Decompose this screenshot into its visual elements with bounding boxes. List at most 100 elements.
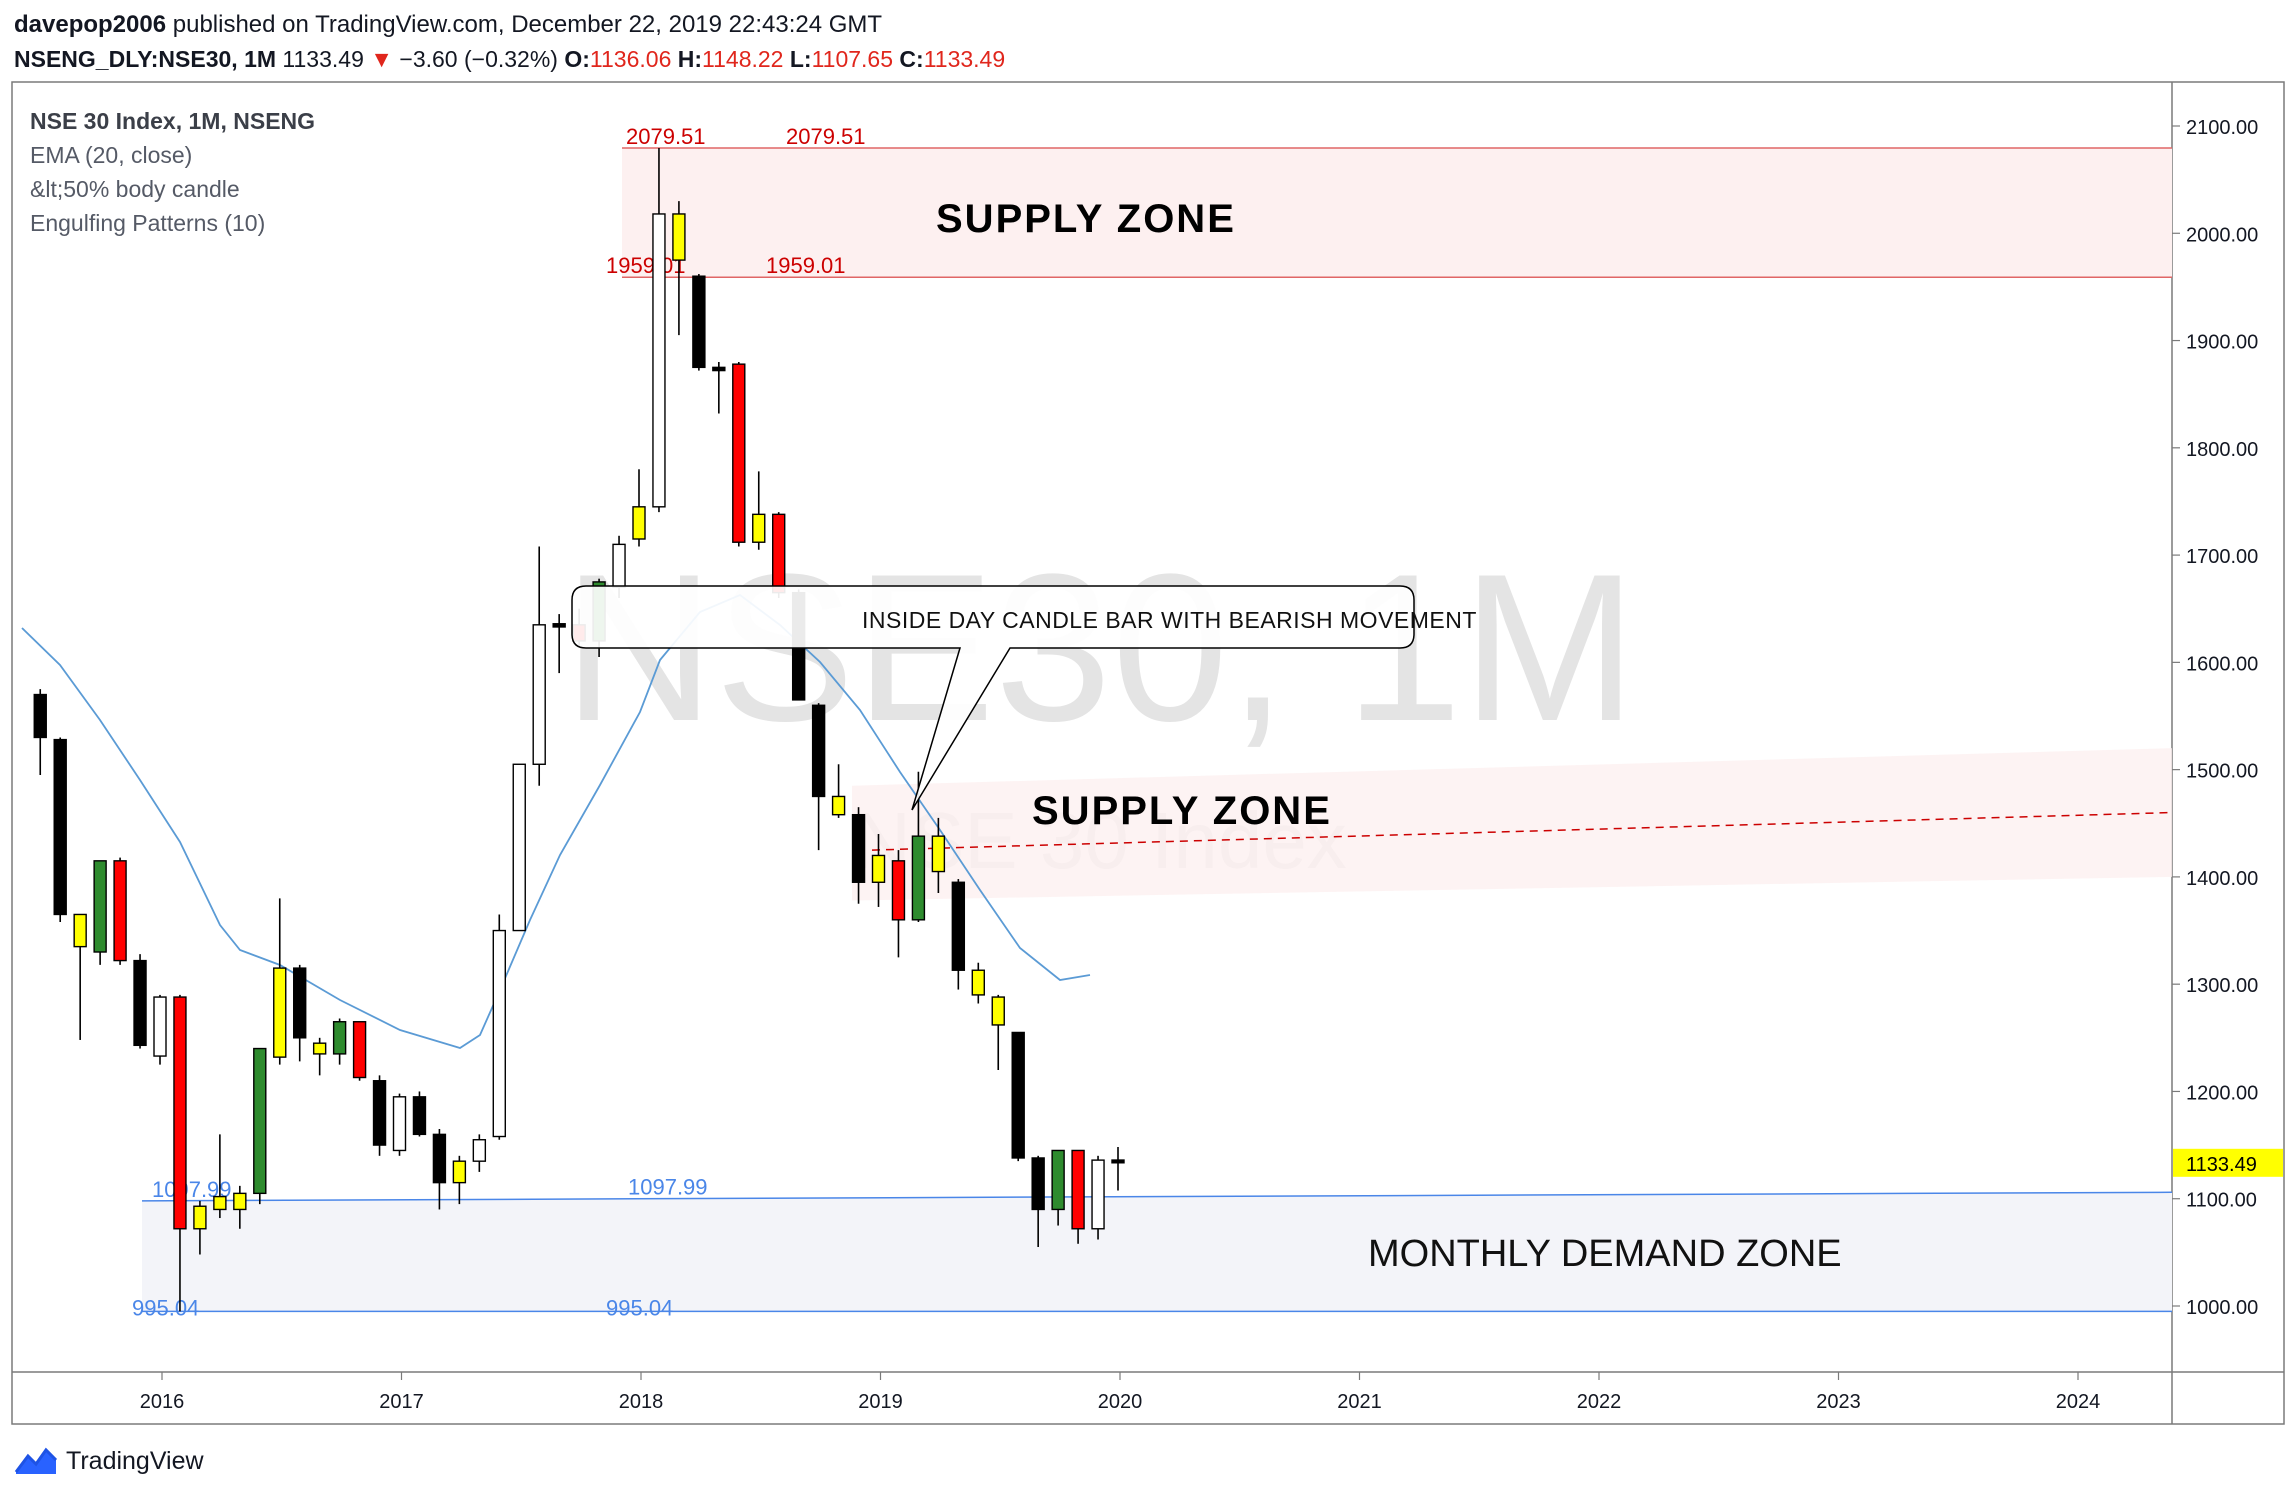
indicator-legend: NSE 30 Index, 1M, NSENG EMA (20, close) … (30, 104, 315, 240)
y-tick-label: 1800.00 (2186, 439, 2258, 461)
low-label: L: (789, 46, 812, 72)
high-value: 1148.22 (702, 46, 784, 72)
candle-body (831, 795, 846, 816)
x-tick-label: 2023 (1816, 1391, 1861, 1413)
supply-zone-lower-midline (871, 811, 2173, 851)
candle-body (752, 513, 766, 543)
candle-body (732, 363, 746, 543)
candle-body (273, 967, 287, 1058)
legend-item-ema[interactable]: EMA (20, close) (30, 142, 193, 168)
demand-zone-label: MONTHLY DEMAND ZONE (1368, 1233, 1842, 1275)
x-tick-label: 2020 (1098, 1391, 1143, 1413)
supply-zone-lower (852, 748, 2172, 901)
supply-high-label-left: 2079.51 (626, 124, 706, 149)
candle-body (492, 929, 506, 1138)
legend-title[interactable]: NSE 30 Index, 1M, NSENG (30, 108, 316, 134)
demand-zone-high-line (141, 1191, 2173, 1202)
low-value: 1107.65 (811, 46, 894, 72)
last-price-tag (2173, 1148, 2283, 1177)
candle-body (1011, 1031, 1025, 1159)
chart-header: davepop2006 published on TradingView.com… (14, 8, 1005, 76)
y-tick-label: 1900.00 (2186, 332, 2258, 354)
candle-body (1111, 1159, 1125, 1164)
y-tick-label: 1700.00 (2186, 546, 2258, 568)
candle-body (612, 543, 626, 588)
y-tick-label: 2000.00 (2186, 224, 2258, 246)
open-value: 1136.06 (589, 46, 672, 72)
candle-body (1051, 1149, 1065, 1211)
candle-body (193, 1205, 207, 1230)
y-tick-label: 1100.00 (2186, 1190, 2257, 1212)
x-tick-label: 2019 (858, 1391, 903, 1413)
candle-body (372, 1080, 387, 1146)
candle-body (1031, 1157, 1045, 1211)
candle-body (93, 860, 107, 953)
candle-body (173, 996, 187, 1230)
candle-body (712, 366, 726, 372)
candle-body (971, 969, 985, 996)
candle-body (452, 1160, 467, 1184)
y-tick-label: 1300.00 (2186, 975, 2258, 997)
close-value: 1133.49 (923, 46, 1006, 72)
y-tick-label: 1400.00 (2186, 868, 2258, 890)
x-tick-label: 2024 (2056, 1391, 2101, 1413)
candle-body (332, 1021, 347, 1055)
author-name[interactable]: davepop2006 (14, 11, 167, 38)
last-price-tag-label: 1133.49 (2186, 1154, 2257, 1176)
candle-body (871, 854, 886, 883)
y-tick-label: 1600.00 (2186, 653, 2258, 675)
candle-body (293, 967, 307, 1039)
ohlc-line: NSENG_DLY:NSE30, 1M 1133.49 ▼ −3.60 (−0.… (14, 42, 1005, 76)
footer-brand[interactable]: TradingView (14, 1446, 204, 1476)
supply-zone-upper-label: SUPPLY ZONE (936, 197, 1236, 241)
publish-line: davepop2006 published on TradingView.com… (14, 8, 1005, 42)
supply-low-label-right: 1959.01 (766, 253, 846, 278)
demand-high-label-right: 1097.99 (628, 1175, 708, 1200)
symbol-label: NSENG_DLY:NSE30, 1M (14, 46, 277, 72)
supply-zone-upper (622, 147, 2172, 278)
candle-body (412, 1096, 427, 1136)
candle-body (991, 996, 1005, 1026)
change-arrow-icon: ▼ (370, 46, 394, 72)
candle-body (811, 704, 826, 798)
candle-body (133, 959, 147, 1047)
candle-body (472, 1139, 487, 1162)
candle-body (632, 506, 646, 540)
tradingview-logo-icon (14, 1447, 58, 1474)
candle-body (692, 275, 706, 369)
y-tick-label: 2100.00 (2186, 117, 2258, 139)
x-tick-label: 2017 (379, 1391, 424, 1413)
y-tick-label: 1200.00 (2186, 1082, 2258, 1104)
publish-info: published on TradingView.com, December 2… (172, 11, 883, 38)
candle-body (233, 1192, 247, 1211)
candle-body (1091, 1159, 1105, 1230)
supply-high-label-right: 2079.51 (786, 124, 866, 149)
x-tick-label: 2016 (140, 1391, 185, 1413)
candle-body (213, 1195, 227, 1211)
legend-item-engulfing[interactable]: Engulfing Patterns (10) (30, 210, 266, 236)
candle-body (352, 1021, 367, 1079)
legend-item-small-body[interactable]: &lt;50% body candle (30, 176, 240, 202)
close-label: C: (899, 46, 924, 72)
candle-body (512, 763, 526, 932)
candle-body (891, 860, 906, 921)
candle-body (113, 860, 127, 962)
candle-body (153, 996, 167, 1057)
x-tick-label: 2018 (619, 1391, 664, 1413)
candle-body (672, 213, 686, 261)
last-price: 1133.49 (282, 46, 364, 72)
annotation-callout (571, 585, 1415, 811)
candle-body (532, 624, 546, 765)
candle-body (652, 213, 666, 508)
candle-body (432, 1133, 447, 1184)
candle-body (253, 1047, 267, 1195)
open-label: O: (564, 46, 590, 72)
candle-body (772, 513, 786, 594)
candle-body (73, 913, 87, 948)
demand-low-label-right: 995.04 (606, 1295, 673, 1320)
candle-body (53, 738, 67, 916)
x-tick-label: 2022 (1577, 1391, 1622, 1413)
candle-body (1071, 1149, 1085, 1230)
annotation-text: INSIDE DAY CANDLE BAR WITH BEARISH MOVEM… (862, 607, 1477, 633)
